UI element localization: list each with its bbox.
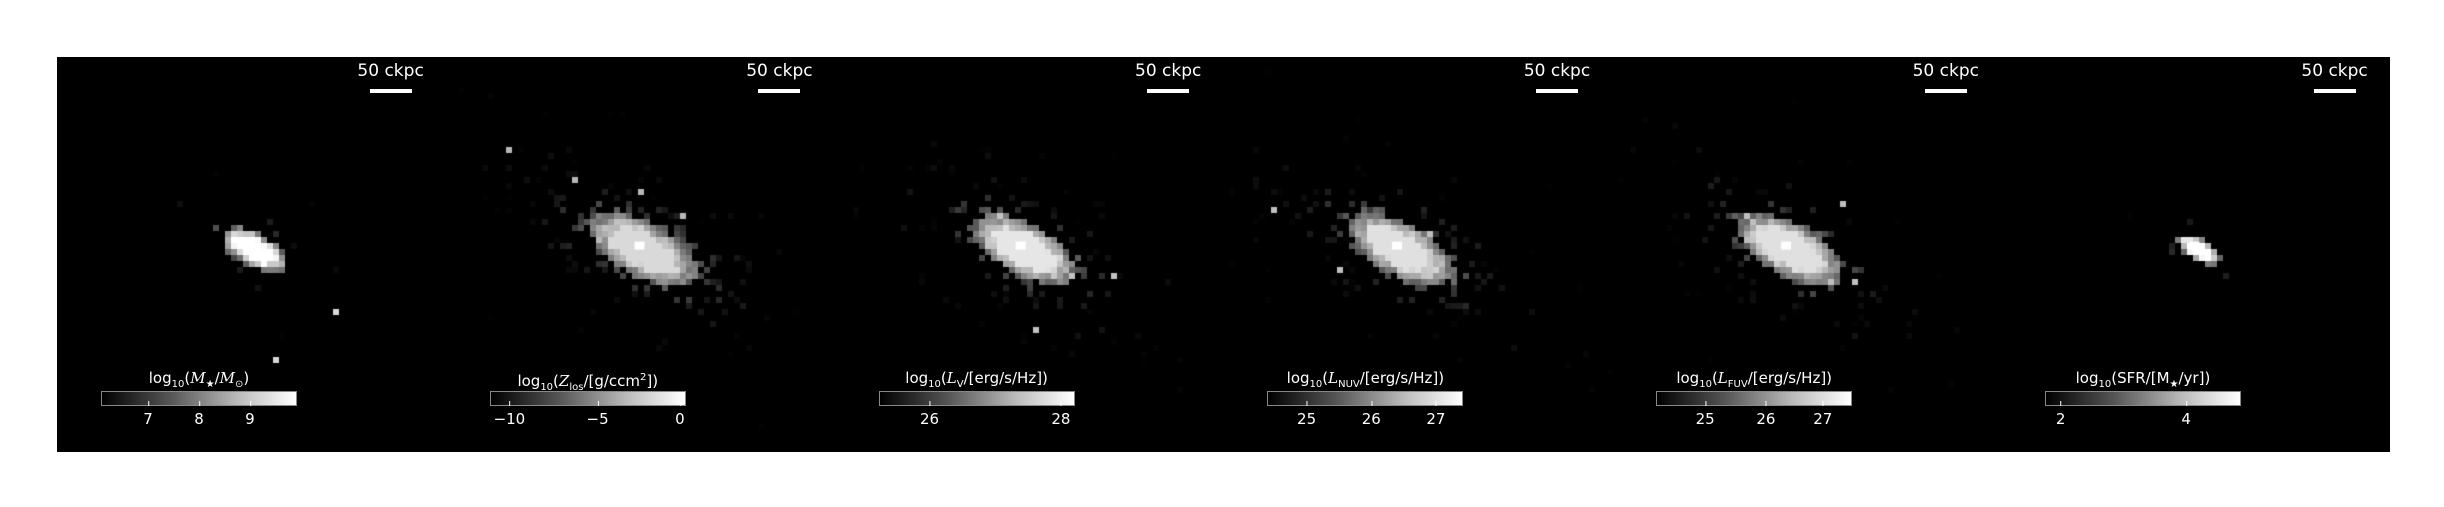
- colorbar: log10(LFUV/[erg/s/Hz]) 25 26 27: [1656, 368, 1853, 430]
- colorbar: log10(SFR/[M★/yr]) 2 4: [2044, 368, 2241, 430]
- scale-bar: 50 ckpc: [746, 61, 813, 93]
- pixel-map-image: [57, 57, 446, 452]
- colorbar-tick-label: 27: [1426, 401, 1445, 428]
- scale-bar-label: 50 ckpc: [2301, 61, 2368, 81]
- scale-bar-label: 50 ckpc: [357, 61, 424, 81]
- colorbar-tick-label: −5: [587, 401, 609, 428]
- scale-bar-line: [369, 89, 412, 93]
- colorbar-label: log10(SFR/[M★/yr]): [2075, 369, 2211, 390]
- scale-bar: 50 ckpc: [2301, 61, 2368, 93]
- colorbar-tick-label: 26: [1362, 401, 1381, 428]
- colorbar-tick-label: 26: [920, 401, 939, 428]
- pixel-map-image: [1223, 57, 1613, 452]
- colorbar-tick-label: 9: [245, 401, 255, 428]
- panel-luminosity-fuv: 50 ckpc log10(LFUV/[erg/s/Hz]) 25 26 27: [1612, 57, 2001, 452]
- colorbar-tick-label: 2: [2056, 401, 2065, 428]
- colorbar: log10(LV/[erg/s/Hz]) 26 28: [878, 368, 1075, 430]
- panel-stellar-mass: 50 ckpc log10(M★/M⊙) 7 8 9: [57, 57, 446, 452]
- pixel-map-image: [445, 57, 835, 452]
- colorbar: log10(LNUV/[erg/s/Hz]) 25 26 27: [1267, 368, 1464, 430]
- colorbar-tick-label: 26: [1756, 401, 1775, 428]
- scale-bar-label: 50 ckpc: [746, 61, 813, 81]
- scale-bar: 50 ckpc: [1135, 61, 1201, 93]
- colorbar-label: log10(Zlos/[g/ccm2]): [517, 372, 659, 393]
- scale-bar-label: 50 ckpc: [1135, 61, 1202, 81]
- pixel-map-image: [834, 57, 1224, 452]
- colorbar-label: log10(LFUV/[erg/s/Hz]): [1676, 369, 1833, 390]
- panel-luminosity-nuv: 50 ckpc log10(LNUV/[erg/s/Hz]) 25 26 27: [1223, 57, 1613, 452]
- scale-bar-label: 50 ckpc: [1912, 61, 1979, 81]
- colorbar-gradient: [1656, 391, 1853, 406]
- colorbar-tick-label: 27: [1813, 401, 1832, 428]
- colorbar-label: log10(M★/M⊙): [148, 369, 250, 390]
- scale-bar-line: [2313, 89, 2356, 93]
- pixel-map-image: [1612, 57, 2001, 452]
- scale-bar: 50 ckpc: [1524, 61, 1590, 93]
- colorbar-tick-label: 0: [675, 401, 685, 428]
- panel-sfr: 50 ckpc log10(SFR/[M★/yr]) 2 4: [2000, 57, 2390, 452]
- scale-bar-line: [1147, 89, 1190, 93]
- colorbar-tick-label: 28: [1051, 401, 1070, 428]
- image-strip: 50 ckpc log10(M★/M⊙) 7 8 9 50 ckpc log10(Zlos/…: [57, 57, 2390, 452]
- colorbar-label: log10(LNUV/[erg/s/Hz]): [1286, 369, 1445, 390]
- scale-bar-line: [758, 89, 801, 93]
- colorbar-gradient: [878, 391, 1075, 406]
- pixel-map-image: [2000, 57, 2390, 452]
- colorbar-tick-label: 4: [2181, 401, 2191, 428]
- colorbar-gradient: [2044, 391, 2241, 406]
- colorbar: log10(M★/M⊙) 7 8 9: [101, 368, 297, 430]
- scale-bar: 50 ckpc: [1913, 61, 1979, 93]
- scale-bar: 50 ckpc: [357, 61, 424, 93]
- colorbar: log10(Zlos/[g/ccm2]) −10 −5 0: [489, 368, 686, 430]
- scale-bar-line: [1924, 89, 1967, 93]
- colorbar-label: log10(LV/[erg/s/Hz]): [905, 369, 1048, 390]
- scale-bar-line: [1536, 89, 1578, 93]
- scale-bar-label: 50 ckpc: [1523, 61, 1591, 81]
- colorbar-gradient: [1267, 391, 1464, 406]
- colorbar-tick-label: 25: [1696, 401, 1715, 428]
- colorbar-gradient: [489, 391, 686, 406]
- panel-metallicity: 50 ckpc log10(Zlos/[g/ccm2]) −10 −5 0: [445, 57, 835, 452]
- panel-luminosity-v: 50 ckpc log10(LV/[erg/s/Hz]) 26 28: [834, 57, 1224, 452]
- colorbar-tick-label: 7: [143, 401, 153, 428]
- colorbar-tick-label: −10: [494, 401, 525, 428]
- colorbar-tick-label: 8: [194, 401, 204, 428]
- colorbar-tick-label: 25: [1297, 401, 1316, 428]
